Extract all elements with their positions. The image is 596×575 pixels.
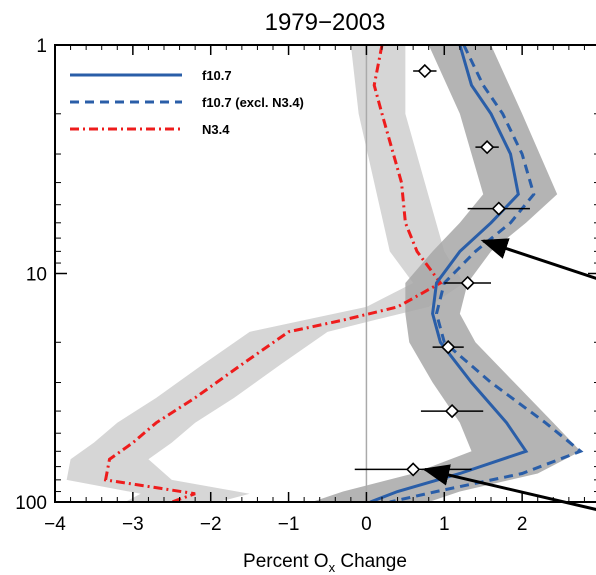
observation-diamond bbox=[444, 403, 460, 419]
series-line-f107-excl-n34 bbox=[389, 45, 584, 502]
x-tick-label: −2 bbox=[200, 514, 222, 535]
legend-entry-f107-excl-n34-label: f10.7 (excl. N3.4) bbox=[202, 95, 304, 110]
series-line-n34 bbox=[103, 45, 443, 502]
observation-diamond bbox=[491, 201, 506, 216]
x-tick-label: 2 bbox=[517, 514, 528, 535]
legend: f10.7 f10.7 (excl. N3.4) N3.4 bbox=[70, 68, 304, 137]
x-axis-label-subscript: x bbox=[329, 560, 336, 575]
x-tick-label: −3 bbox=[122, 514, 144, 535]
y-tick-label: 10 bbox=[26, 265, 47, 286]
y-tick-label: 100 bbox=[15, 493, 47, 514]
series-lines bbox=[103, 45, 584, 502]
y-tick-label: 1 bbox=[36, 36, 47, 57]
chart-title: 1979−2003 bbox=[265, 9, 386, 36]
x-axis-label-main: Percent O bbox=[243, 551, 329, 572]
observation-diamond bbox=[406, 462, 421, 477]
annotation-arrow bbox=[480, 238, 596, 280]
x-tick-label: −1 bbox=[278, 514, 300, 535]
observation-diamond bbox=[479, 140, 495, 155]
observations bbox=[354, 63, 530, 477]
legend-entry-n34-label: N3.4 bbox=[202, 122, 230, 137]
n34-uncertainty-band bbox=[66, 45, 464, 502]
uncertainty-bands bbox=[66, 45, 581, 502]
annotation-arrow bbox=[422, 464, 596, 512]
x-tick-label: 0 bbox=[361, 514, 372, 535]
axis-ticks: −4 −3 −2 −1 0 1 2 1 10 100 bbox=[15, 36, 596, 535]
observation-diamond bbox=[417, 63, 432, 79]
annotation-arrows bbox=[422, 238, 596, 512]
series-line-f107 bbox=[369, 45, 529, 502]
f107-uncertainty-band bbox=[311, 45, 581, 502]
legend-entry-f107-label: f10.7 bbox=[202, 68, 232, 83]
x-axis-label: Percent Ox Change bbox=[243, 551, 407, 575]
observation-diamond bbox=[460, 275, 475, 291]
x-tick-label: 1 bbox=[439, 514, 450, 535]
observation-diamond bbox=[441, 339, 456, 355]
x-axis-label-suffix: Change bbox=[335, 551, 407, 572]
x-tick-label: −4 bbox=[44, 514, 66, 535]
